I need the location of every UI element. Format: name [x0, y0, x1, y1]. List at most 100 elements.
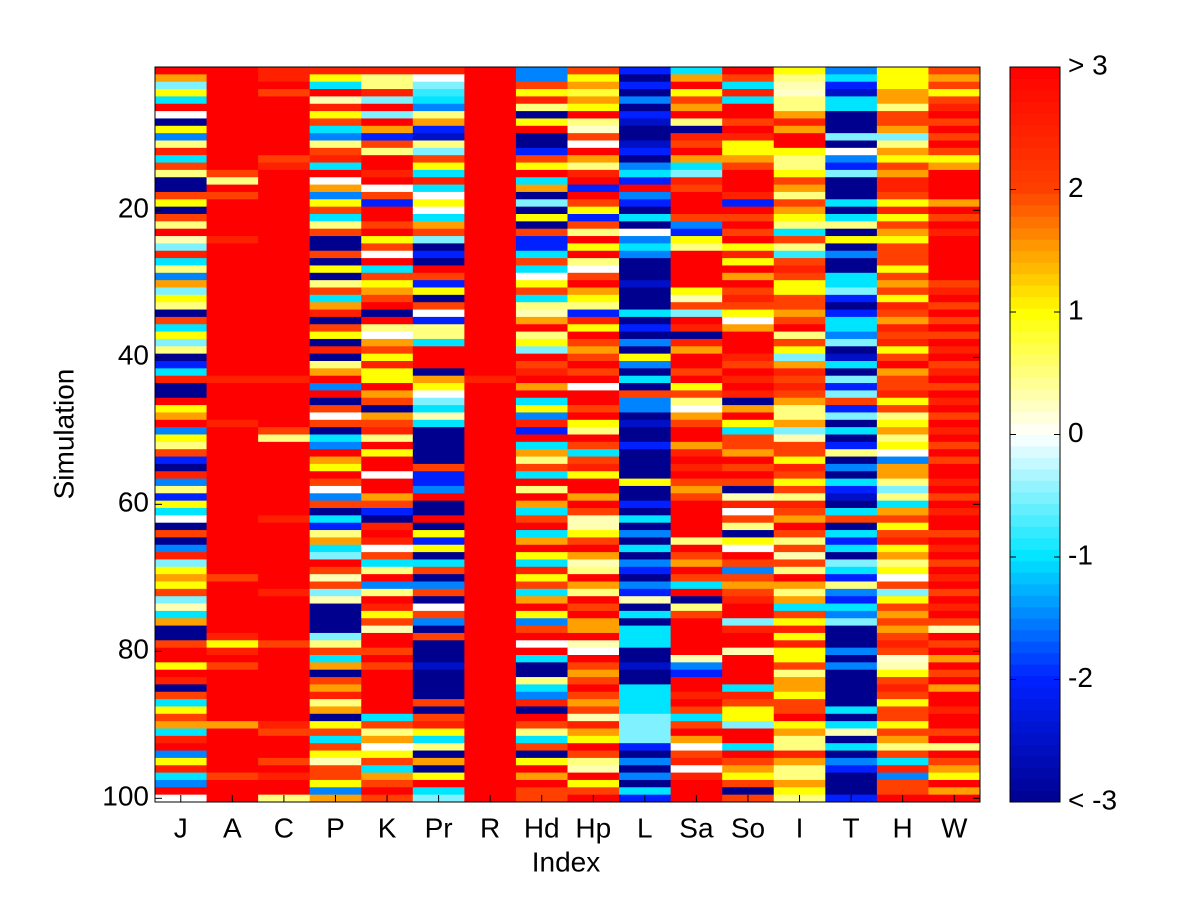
- heatmap-cell: [567, 140, 620, 149]
- heatmap-cell: [206, 449, 259, 458]
- heatmap-cell: [619, 610, 672, 619]
- heatmap-cell: [155, 177, 208, 186]
- heatmap-cell: [361, 302, 414, 311]
- heatmap-cell: [206, 155, 259, 164]
- heatmap-cell: [361, 74, 414, 83]
- heatmap-cell: [825, 140, 878, 149]
- heatmap-cell: [412, 566, 465, 575]
- heatmap-cell: [464, 405, 517, 413]
- heatmap-cell: [773, 544, 826, 553]
- heatmap-cell: [258, 552, 311, 560]
- heatmap-cell: [464, 228, 517, 237]
- heatmap-cell: [515, 103, 568, 112]
- colorbar-cell: [1010, 572, 1060, 585]
- heatmap-cell: [155, 779, 208, 788]
- heatmap-cell: [825, 118, 878, 127]
- heatmap-cell: [155, 383, 208, 391]
- colorbar-cell: [1010, 595, 1060, 608]
- heatmap-cell: [412, 214, 465, 222]
- heatmap-cell: [670, 493, 723, 502]
- heatmap-cell: [773, 669, 826, 678]
- heatmap-cell: [309, 184, 362, 193]
- heatmap-cell: [567, 677, 620, 685]
- heatmap-cell: [722, 500, 775, 509]
- heatmap-cell: [155, 537, 208, 546]
- heatmap-cell: [773, 309, 826, 318]
- heatmap-cell: [876, 140, 929, 149]
- heatmap-cell: [515, 228, 568, 237]
- heatmap-cell: [515, 338, 568, 347]
- heatmap-cell: [876, 375, 929, 384]
- heatmap-cell: [258, 772, 311, 781]
- heatmap-cell: [722, 125, 775, 134]
- heatmap-cell: [258, 191, 311, 200]
- heatmap-cell: [876, 721, 929, 729]
- heatmap-cell: [773, 162, 826, 171]
- heatmap-cell: [155, 721, 208, 729]
- x-tick-label: K: [378, 812, 397, 843]
- heatmap-cell: [670, 743, 723, 752]
- heatmap-cell: [464, 544, 517, 553]
- heatmap-cell: [876, 471, 929, 480]
- heatmap-cell: [361, 655, 414, 663]
- heatmap-cell: [876, 302, 929, 311]
- heatmap-cell: [412, 441, 465, 450]
- heatmap-cell: [619, 397, 672, 406]
- heatmap-cell: [619, 588, 672, 597]
- heatmap-cell: [722, 493, 775, 502]
- heatmap-cell: [361, 574, 414, 582]
- heatmap-cell: [876, 103, 929, 112]
- heatmap-cell: [258, 419, 311, 428]
- heatmap-cell: [361, 662, 414, 671]
- heatmap-cell: [567, 177, 620, 186]
- heatmap-cell: [825, 250, 878, 259]
- heatmap-cell: [670, 133, 723, 141]
- heatmap-cell: [206, 206, 259, 215]
- heatmap-cell: [567, 640, 620, 649]
- heatmap-cell: [825, 522, 878, 531]
- heatmap-cell: [876, 743, 929, 752]
- heatmap-cell: [567, 302, 620, 311]
- heatmap-cell: [206, 236, 259, 244]
- heatmap-cell: [258, 89, 311, 97]
- heatmap-cell: [825, 383, 878, 391]
- heatmap-cell: [206, 463, 259, 472]
- heatmap-cell: [876, 353, 929, 362]
- heatmap-cell: [825, 228, 878, 237]
- heatmap-cell: [825, 779, 878, 788]
- heatmap-cell: [464, 772, 517, 781]
- heatmap-cell: [309, 588, 362, 597]
- heatmap-cell: [773, 743, 826, 752]
- heatmap-cell: [412, 412, 465, 421]
- heatmap-cell: [722, 140, 775, 149]
- heatmap-cell: [515, 581, 568, 590]
- heatmap-cell: [309, 647, 362, 656]
- heatmap-cell: [464, 478, 517, 487]
- heatmap-cell: [464, 258, 517, 266]
- heatmap-cell: [464, 294, 517, 303]
- heatmap-cell: [155, 574, 208, 582]
- heatmap-cell: [670, 500, 723, 509]
- heatmap-cell: [670, 258, 723, 266]
- heatmap-cell: [412, 559, 465, 568]
- heatmap-cell: [515, 588, 568, 597]
- heatmap-cell: [773, 625, 826, 634]
- heatmap-cell: [361, 757, 414, 766]
- heatmap-cell: [722, 280, 775, 288]
- heatmap-cell: [876, 250, 929, 259]
- heatmap-cell: [361, 331, 414, 340]
- heatmap-cell: [412, 713, 465, 722]
- heatmap-cell: [876, 559, 929, 568]
- heatmap-cell: [206, 574, 259, 582]
- heatmap-cell: [258, 228, 311, 237]
- heatmap-cell: [309, 331, 362, 340]
- heatmap-cell: [619, 647, 672, 656]
- heatmap-cell: [567, 67, 620, 75]
- heatmap-cell: [309, 338, 362, 347]
- heatmap-cell: [670, 757, 723, 766]
- heatmap-cell: [619, 243, 672, 252]
- heatmap-cell: [928, 427, 981, 435]
- heatmap-cell: [155, 522, 208, 531]
- heatmap-cell: [309, 368, 362, 377]
- heatmap-cell: [928, 721, 981, 729]
